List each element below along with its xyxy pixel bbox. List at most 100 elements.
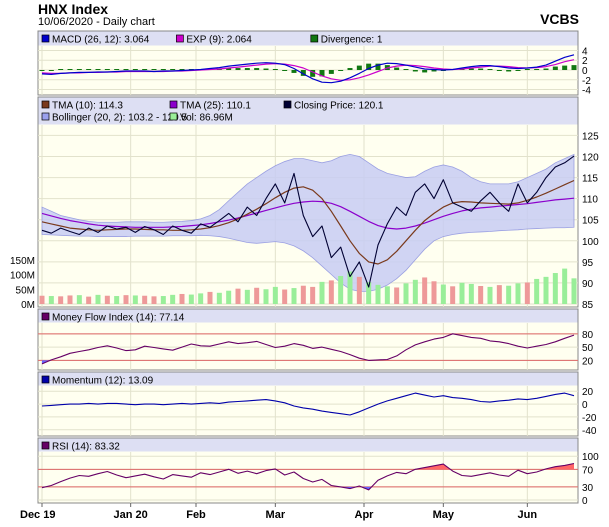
y-tick-label: 30 bbox=[582, 483, 594, 494]
divergence-bar bbox=[328, 70, 334, 74]
volume-bar bbox=[216, 292, 222, 304]
divergence-bar bbox=[394, 67, 400, 70]
volume-bar bbox=[384, 286, 390, 304]
volume-bar bbox=[300, 285, 306, 304]
brand-label: VCBS bbox=[540, 11, 579, 27]
divergence-bar bbox=[375, 63, 381, 70]
volume-bar bbox=[254, 287, 260, 304]
y-tick-label: 105 bbox=[582, 216, 599, 227]
volume-bar bbox=[487, 286, 493, 304]
divergence-bar bbox=[431, 70, 437, 72]
rsi-line bbox=[41, 462, 575, 491]
volume-bar bbox=[170, 294, 176, 304]
divergence-bar bbox=[235, 68, 241, 70]
y-tick-label: 85 bbox=[582, 300, 594, 311]
panel-price: 125 120 115 110 105 100 95 90 85 150M 100M 50M 0M TMA… bbox=[10, 96, 599, 311]
panel-mfi: 80 50 20 Money Flow Index (14): 77.14 bbox=[37, 308, 594, 371]
y-tick-label: 90 bbox=[582, 279, 594, 290]
volume-bar bbox=[478, 286, 484, 304]
volume-bar bbox=[496, 285, 502, 304]
legend-label: TMA (10): 114.3 bbox=[52, 101, 123, 112]
divergence-bar bbox=[272, 69, 278, 70]
divergence-bar bbox=[496, 70, 502, 71]
volume-bar bbox=[198, 293, 204, 304]
volume-tick-label: 150M bbox=[10, 256, 35, 267]
volume-bar bbox=[366, 282, 372, 304]
divergence-bar bbox=[543, 68, 549, 70]
volume-bar bbox=[412, 279, 418, 304]
divergence-bar bbox=[468, 68, 474, 70]
volume-bar bbox=[338, 275, 344, 304]
legend-swatch bbox=[41, 441, 50, 450]
divergence-bar bbox=[244, 68, 250, 70]
volume-bar bbox=[506, 285, 512, 304]
volume-bar bbox=[319, 281, 325, 304]
y-tick-label: 100 bbox=[582, 452, 599, 463]
volume-bar bbox=[328, 280, 334, 304]
bollinger-band bbox=[41, 153, 575, 292]
legend-swatch bbox=[41, 34, 50, 43]
divergence-bar bbox=[403, 69, 409, 70]
legend-label: Money Flow Index (14): 77.14 bbox=[52, 313, 185, 324]
y-tick-label: 115 bbox=[582, 174, 598, 185]
divergence-bar bbox=[86, 69, 92, 70]
volume-bar bbox=[86, 296, 92, 304]
divergence-bar bbox=[347, 68, 353, 70]
y-tick-label: 110 bbox=[582, 195, 598, 206]
legend-band bbox=[38, 31, 578, 46]
divergence-bar bbox=[300, 70, 306, 76]
volume-bar bbox=[142, 295, 148, 304]
x-tick-label: Feb bbox=[186, 509, 206, 521]
volume-bar bbox=[375, 284, 381, 304]
volume-bar bbox=[440, 284, 446, 304]
x-tick-label: Jun bbox=[518, 509, 538, 521]
y-tick-label: 0 bbox=[582, 66, 588, 77]
divergence-bar bbox=[226, 68, 232, 70]
mfi-line bbox=[41, 333, 575, 365]
divergence-bar bbox=[487, 69, 493, 70]
volume-bar bbox=[226, 290, 232, 304]
divergence-bar bbox=[562, 65, 568, 70]
volume-tick-label: 0M bbox=[21, 300, 35, 311]
divergence-bar bbox=[356, 65, 362, 70]
divergence-bar bbox=[95, 69, 101, 70]
volume-tick-label: 50M bbox=[16, 285, 35, 296]
volume-bar bbox=[244, 289, 250, 304]
x-tick-label: Apr bbox=[355, 509, 375, 521]
legend-label: Divergence: 1 bbox=[321, 35, 383, 46]
divergence-bar bbox=[160, 69, 166, 70]
volume-bar bbox=[48, 296, 54, 304]
divergence-bar bbox=[310, 70, 316, 77]
divergence-bar bbox=[39, 70, 45, 71]
legend-band bbox=[38, 309, 578, 323]
y-tick-label: -2 bbox=[582, 76, 591, 87]
y-tick-label: 2 bbox=[582, 56, 588, 67]
divergence-bar bbox=[254, 68, 260, 70]
volume-bar bbox=[515, 283, 521, 304]
tma10-line bbox=[41, 179, 575, 265]
y-tick-label: 70 bbox=[582, 465, 594, 476]
divergence-bar bbox=[132, 69, 138, 70]
volume-bar bbox=[282, 289, 288, 304]
legend-swatch bbox=[41, 112, 50, 121]
y-tick-label: -20 bbox=[582, 413, 597, 424]
legend-swatch bbox=[283, 100, 292, 109]
divergence-bar bbox=[506, 70, 512, 72]
volume-bar bbox=[356, 276, 362, 304]
divergence-bar bbox=[534, 69, 540, 70]
divergence-bar bbox=[114, 69, 120, 70]
y-tick-label: 0 bbox=[582, 496, 588, 507]
volume-bar bbox=[160, 296, 166, 304]
volume-bar bbox=[552, 273, 558, 304]
volume-bar bbox=[562, 268, 568, 304]
volume-bar bbox=[450, 286, 456, 304]
legend-swatch bbox=[169, 112, 178, 121]
y-tick-label: 100 bbox=[582, 237, 599, 248]
divergence-bar bbox=[282, 70, 288, 71]
chart-title: HNX Index bbox=[38, 1, 109, 17]
legend-swatch bbox=[169, 100, 178, 109]
divergence-bar bbox=[515, 70, 521, 71]
y-tick-label: 20 bbox=[582, 387, 594, 398]
divergence-bar bbox=[123, 69, 129, 70]
